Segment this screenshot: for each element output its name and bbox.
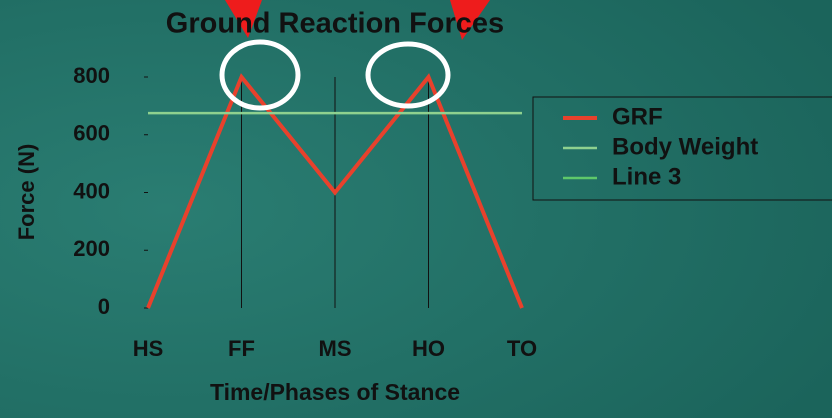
legend-label: GRF: [612, 103, 663, 130]
y-tick-label: 400: [73, 178, 110, 203]
chart-title: Ground Reaction Forces: [166, 8, 504, 40]
x-axis-title: Time/Phases of Stance: [210, 379, 460, 405]
y-tick-label: 800: [73, 63, 110, 88]
x-tick-label: TO: [507, 336, 537, 361]
y-axis-title: Force (N): [14, 144, 39, 241]
x-tick-label: HS: [133, 336, 164, 361]
y-tick-label: 200: [73, 236, 110, 261]
x-tick-label: HO: [412, 336, 445, 361]
y-tick-label: 600: [73, 121, 110, 146]
legend-label: Line 3: [612, 163, 681, 190]
y-tick-label: 0: [98, 294, 110, 319]
x-tick-label: FF: [228, 336, 255, 361]
legend-label: Body Weight: [612, 133, 758, 160]
x-tick-label: MS: [319, 336, 352, 361]
chart: Ground Reaction Forces Time/Phases of St…: [0, 0, 832, 418]
page: {"chart_data": {"type": "line", "title":…: [0, 0, 832, 418]
